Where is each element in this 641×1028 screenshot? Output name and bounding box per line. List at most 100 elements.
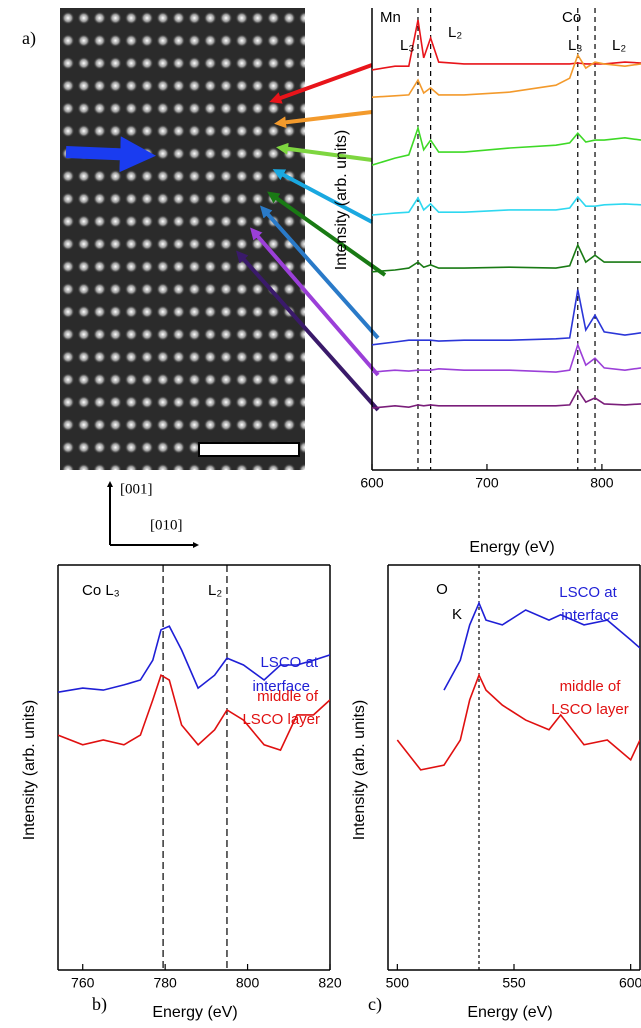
atom: [109, 192, 122, 205]
atom: [251, 305, 264, 318]
atom: [156, 34, 169, 47]
atom: [93, 215, 106, 228]
atom: [188, 373, 201, 386]
annotation: LSCO layer: [551, 701, 629, 718]
atom: [109, 34, 122, 47]
figure: a) b) c) [001] [010] 600700800Energy (eV…: [0, 0, 641, 1028]
atom: [283, 12, 296, 25]
atom: [172, 418, 185, 431]
atom: [204, 373, 217, 386]
atom: [77, 441, 90, 454]
atom: [299, 125, 312, 138]
atom: [251, 57, 264, 70]
atom: [235, 12, 248, 25]
atom: [62, 305, 75, 318]
panel-label: c): [368, 994, 382, 1015]
atom: [235, 351, 248, 364]
atom: [220, 147, 233, 160]
atom: [172, 305, 185, 318]
atom: [141, 102, 154, 115]
atom: [188, 170, 201, 183]
atom: [125, 125, 138, 138]
atom: [77, 34, 90, 47]
annotation: middle of: [560, 678, 622, 695]
atom: [267, 147, 280, 160]
atom: [62, 34, 75, 47]
atom: [109, 79, 122, 92]
annotation: L₂: [448, 24, 462, 41]
atom: [125, 12, 138, 25]
atom: [172, 57, 185, 70]
atom: [62, 260, 75, 273]
atom: [156, 238, 169, 251]
atom: [141, 441, 154, 454]
x-tick-label: 800: [236, 975, 260, 991]
panel-label: b): [92, 994, 107, 1015]
atom: [267, 373, 280, 386]
atom: [93, 260, 106, 273]
atom: [267, 102, 280, 115]
atom: [251, 396, 264, 409]
atom: [125, 102, 138, 115]
atom: [251, 351, 264, 364]
atom: [235, 373, 248, 386]
atom: [251, 283, 264, 296]
annotation: L₃: [400, 37, 414, 54]
atom: [172, 441, 185, 454]
atom: [109, 12, 122, 25]
atom: [188, 351, 201, 364]
atom: [204, 328, 217, 341]
atom: [220, 260, 233, 273]
atom: [251, 192, 264, 205]
atom: [204, 260, 217, 273]
atom: [283, 351, 296, 364]
atom: [283, 79, 296, 92]
atom: [251, 102, 264, 115]
atom: [62, 170, 75, 183]
atom: [125, 373, 138, 386]
atom: [93, 464, 106, 477]
spectrum-line: [372, 245, 641, 272]
atom: [172, 283, 185, 296]
atom: [77, 238, 90, 251]
atom: [235, 418, 248, 431]
atom: [77, 305, 90, 318]
atom: [235, 125, 248, 138]
x-tick-label: 780: [153, 975, 177, 991]
atom: [188, 283, 201, 296]
atom: [62, 57, 75, 70]
atom: [93, 170, 106, 183]
atom: [188, 34, 201, 47]
scale-bar: [199, 443, 299, 456]
atom: [172, 464, 185, 477]
atom: [283, 57, 296, 70]
atom: [220, 396, 233, 409]
atom: [125, 260, 138, 273]
atom: [172, 34, 185, 47]
atom: [283, 373, 296, 386]
atom: [172, 396, 185, 409]
atom: [251, 170, 264, 183]
atom: [204, 351, 217, 364]
atom: [204, 418, 217, 431]
atom: [204, 170, 217, 183]
atom: [204, 12, 217, 25]
atom: [77, 12, 90, 25]
atom: [283, 418, 296, 431]
atom: [156, 418, 169, 431]
atom: [141, 260, 154, 273]
atom: [141, 328, 154, 341]
spectrum-line: [372, 197, 641, 215]
atom: [188, 396, 201, 409]
atom: [220, 79, 233, 92]
atom: [77, 79, 90, 92]
atom: [204, 34, 217, 47]
atom: [220, 57, 233, 70]
atom: [141, 464, 154, 477]
atom: [299, 12, 312, 25]
atom: [204, 57, 217, 70]
atom: [283, 464, 296, 477]
atom: [62, 373, 75, 386]
atom: [172, 147, 185, 160]
atom: [220, 464, 233, 477]
